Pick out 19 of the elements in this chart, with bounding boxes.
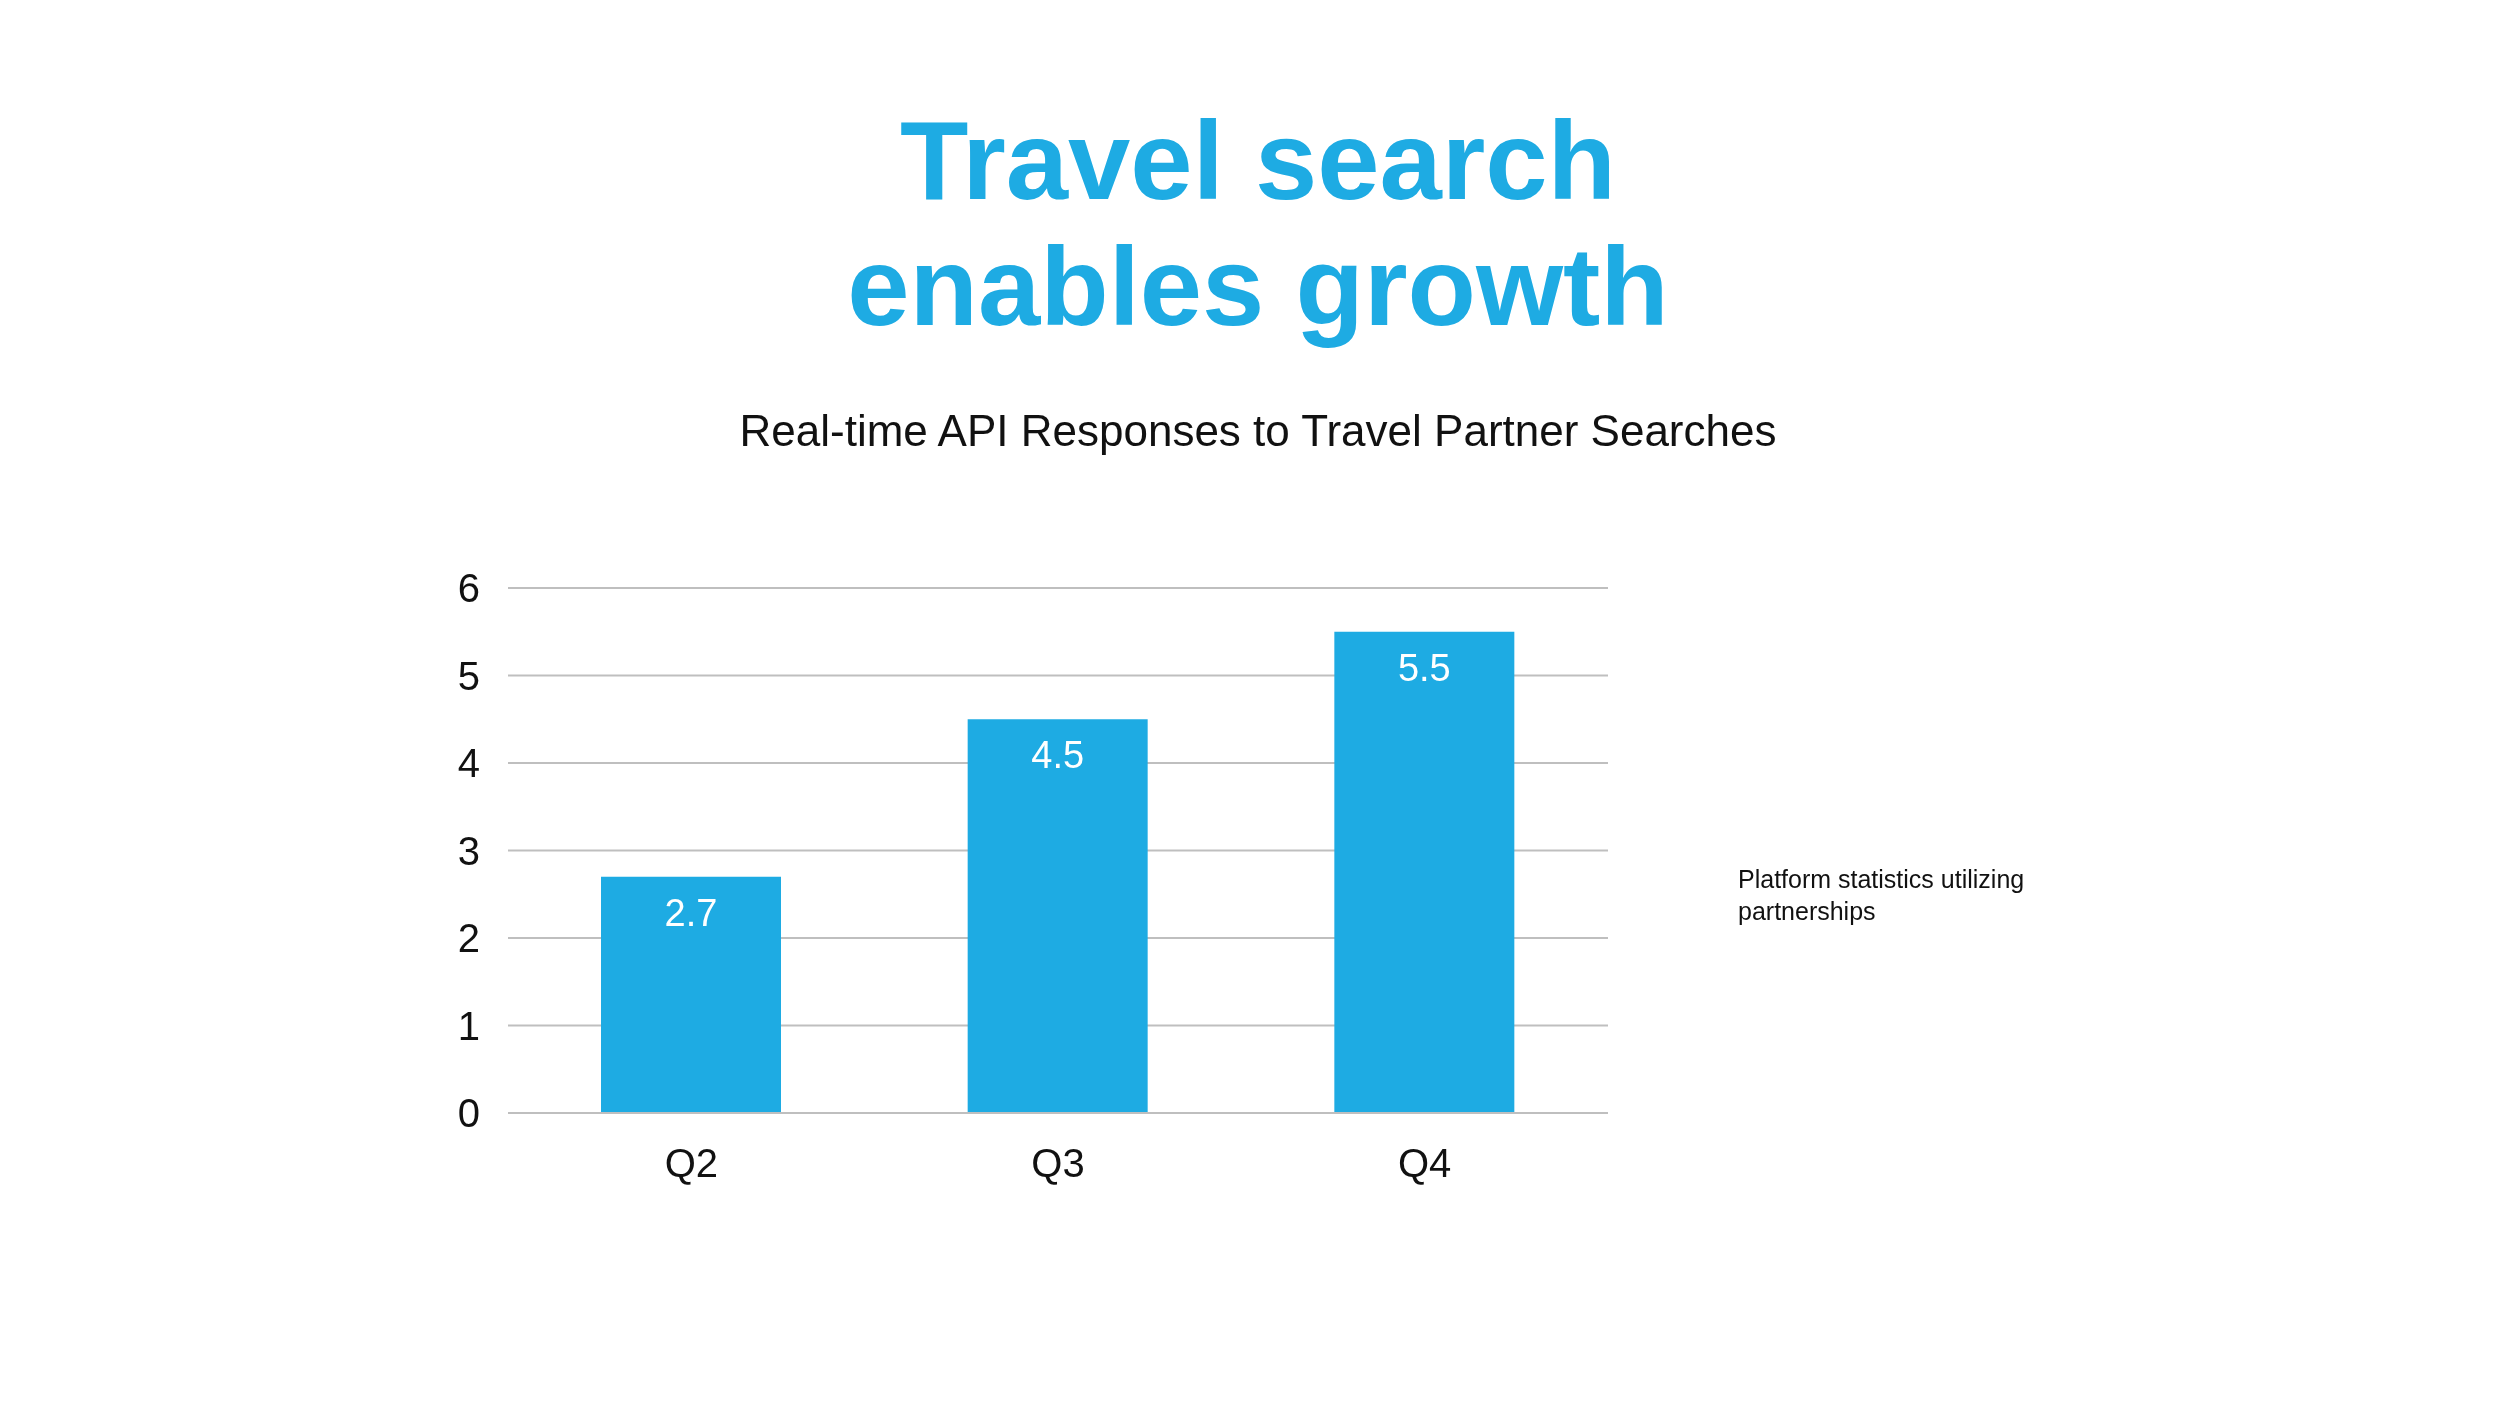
chart-title: Travel search enables growth [846, 98, 1670, 350]
bar [1334, 631, 1515, 1113]
y-tick-label: 5 [457, 653, 480, 698]
x-tick-label: Q4 [1397, 1141, 1452, 1186]
data-label: 4.5 [1031, 734, 1085, 777]
bar [967, 719, 1148, 1113]
text: Platform statistics utilizing partnerships [1738, 864, 2026, 927]
y-tick-label: 0 [457, 1091, 480, 1136]
data-label: 5.5 [1397, 646, 1451, 689]
x-tick-label: Q3 [1031, 1141, 1085, 1186]
y-tick-label: 1 [457, 1003, 480, 1048]
y-tick-label: 6 [457, 566, 480, 611]
x-tick-label: Q2 [664, 1141, 719, 1186]
y-tick-label: 4 [457, 741, 480, 786]
data-label: 2.7 [664, 891, 718, 934]
y-tick-label: 3 [457, 828, 480, 873]
y-tick-label: 2 [457, 916, 480, 961]
bar [601, 876, 781, 1113]
chart-subtitle: Real-time API Responses to Travel Partner Searches [738, 406, 1778, 456]
